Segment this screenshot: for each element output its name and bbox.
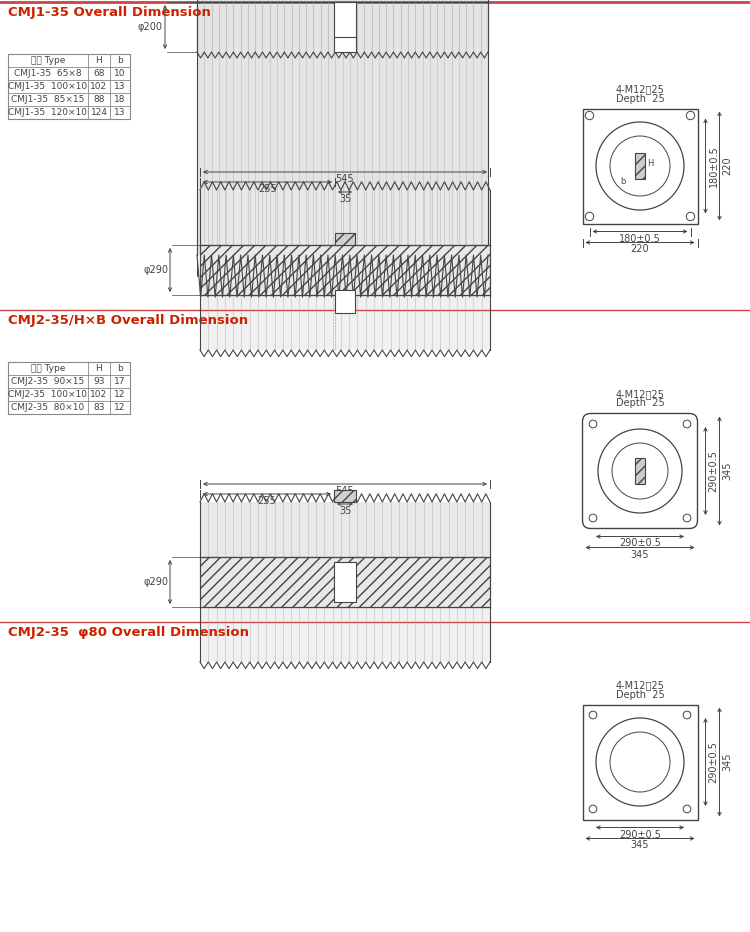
Text: 93: 93 bbox=[93, 377, 105, 386]
Text: 180±0.5: 180±0.5 bbox=[709, 145, 718, 187]
Text: 88: 88 bbox=[93, 95, 105, 104]
Text: 220: 220 bbox=[722, 157, 733, 175]
Bar bbox=[200, 190, 490, 245]
Text: CMJ2-35  80×10: CMJ2-35 80×10 bbox=[11, 403, 85, 412]
Text: 35: 35 bbox=[339, 194, 351, 204]
Bar bbox=[334, 490, 356, 502]
Text: b: b bbox=[624, 484, 630, 492]
Text: CMJ2-35  90×15: CMJ2-35 90×15 bbox=[11, 377, 85, 386]
Text: 17: 17 bbox=[114, 377, 126, 386]
Text: φ290: φ290 bbox=[143, 265, 168, 275]
Text: H: H bbox=[96, 364, 102, 373]
Bar bbox=[334, 37, 356, 52]
Text: 345: 345 bbox=[722, 461, 733, 480]
Text: CMJ2-35  φ80 Overall Dimension: CMJ2-35 φ80 Overall Dimension bbox=[8, 626, 249, 639]
Text: CMJ1-35  65×8: CMJ1-35 65×8 bbox=[14, 69, 82, 78]
Text: CMJ2-35/H×B Overall Dimension: CMJ2-35/H×B Overall Dimension bbox=[8, 314, 248, 327]
Text: 545: 545 bbox=[336, 486, 354, 496]
Bar bbox=[197, 0, 488, 255]
Text: 345: 345 bbox=[631, 841, 650, 851]
Text: 18: 18 bbox=[114, 95, 126, 104]
Text: 290±0.5: 290±0.5 bbox=[709, 450, 718, 492]
Text: φ290: φ290 bbox=[143, 577, 168, 587]
Text: CMJ2-35  100×10: CMJ2-35 100×10 bbox=[8, 390, 88, 399]
Text: φ80: φ80 bbox=[632, 757, 651, 767]
Bar bbox=[200, 607, 490, 662]
Bar bbox=[200, 557, 490, 607]
Text: 12: 12 bbox=[114, 390, 126, 399]
Text: 型号 Type: 型号 Type bbox=[31, 364, 65, 373]
Text: 290±0.5: 290±0.5 bbox=[619, 829, 661, 840]
Text: 68: 68 bbox=[93, 69, 105, 78]
Text: 124: 124 bbox=[91, 108, 107, 117]
Text: 255: 255 bbox=[258, 184, 277, 194]
Bar bbox=[200, 502, 490, 557]
Text: 102: 102 bbox=[91, 390, 107, 399]
Text: 290±0.5: 290±0.5 bbox=[709, 741, 718, 783]
Text: H: H bbox=[647, 464, 653, 473]
Text: Depth  25: Depth 25 bbox=[616, 93, 664, 103]
Bar bbox=[583, 705, 698, 819]
Text: 35: 35 bbox=[339, 506, 351, 516]
Bar bbox=[200, 245, 490, 295]
Text: 180±0.5: 180±0.5 bbox=[620, 234, 661, 243]
Text: 35: 35 bbox=[339, 275, 351, 285]
Bar bbox=[635, 153, 645, 179]
Text: 10: 10 bbox=[114, 69, 126, 78]
FancyBboxPatch shape bbox=[583, 414, 698, 528]
Text: b: b bbox=[117, 364, 123, 373]
Text: CMJ1-35  100×10: CMJ1-35 100×10 bbox=[8, 82, 88, 91]
Text: 4-M12深25: 4-M12深25 bbox=[616, 390, 664, 400]
Text: 83: 83 bbox=[93, 403, 105, 412]
Bar bbox=[8, 362, 130, 414]
Text: CMJ1-35  85×15: CMJ1-35 85×15 bbox=[11, 95, 85, 104]
Text: 4-M12深25: 4-M12深25 bbox=[616, 85, 664, 94]
Bar bbox=[8, 54, 130, 119]
Bar bbox=[197, 2, 488, 52]
Bar bbox=[335, 290, 355, 313]
Text: 13: 13 bbox=[114, 108, 126, 117]
Text: 4-M12深25: 4-M12深25 bbox=[616, 680, 664, 691]
Text: 40: 40 bbox=[339, 32, 351, 42]
Bar bbox=[335, 233, 355, 245]
Text: φ200: φ200 bbox=[138, 22, 163, 32]
Text: 13: 13 bbox=[114, 82, 126, 91]
Text: 545: 545 bbox=[336, 174, 354, 184]
Text: H: H bbox=[647, 159, 653, 169]
Text: 345: 345 bbox=[631, 550, 650, 559]
Text: 12: 12 bbox=[114, 403, 126, 412]
Text: 255: 255 bbox=[258, 496, 276, 506]
Text: 345: 345 bbox=[722, 753, 733, 772]
Text: CMJ1-35 Overall Dimension: CMJ1-35 Overall Dimension bbox=[8, 6, 211, 19]
Bar bbox=[583, 108, 698, 224]
Text: 220: 220 bbox=[631, 244, 650, 254]
Text: H: H bbox=[96, 56, 102, 65]
Text: 型号 Type: 型号 Type bbox=[31, 56, 65, 65]
Text: Depth  25: Depth 25 bbox=[616, 399, 664, 408]
Text: 102: 102 bbox=[91, 82, 107, 91]
Text: CMJ1-35  120×10: CMJ1-35 120×10 bbox=[8, 108, 88, 117]
Text: b: b bbox=[117, 56, 123, 65]
Text: 290±0.5: 290±0.5 bbox=[619, 539, 661, 549]
Bar bbox=[635, 458, 645, 484]
Text: b: b bbox=[620, 177, 626, 186]
Bar bbox=[334, 2, 356, 44]
Bar bbox=[334, 562, 356, 602]
Bar bbox=[200, 295, 490, 350]
Text: 550: 550 bbox=[333, 274, 352, 284]
Text: Depth  25: Depth 25 bbox=[616, 690, 664, 700]
Text: 275: 275 bbox=[256, 265, 274, 275]
